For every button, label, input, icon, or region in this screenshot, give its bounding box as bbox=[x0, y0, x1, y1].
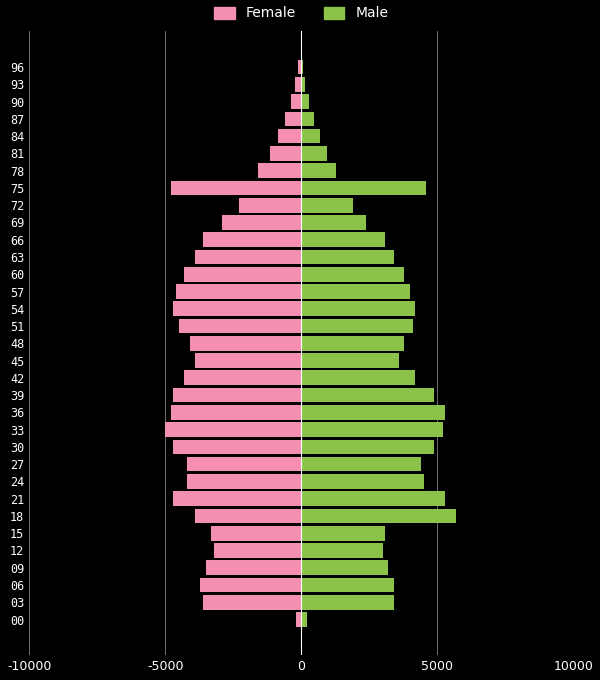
Bar bbox=[173, 492, 301, 506]
Bar bbox=[184, 267, 301, 282]
Bar bbox=[176, 284, 301, 299]
Bar bbox=[173, 388, 301, 403]
Bar bbox=[301, 474, 424, 489]
Bar bbox=[301, 198, 353, 213]
Bar bbox=[257, 163, 301, 178]
Bar bbox=[286, 112, 301, 126]
Bar bbox=[301, 146, 327, 160]
Bar bbox=[184, 371, 301, 385]
Bar bbox=[301, 129, 320, 143]
Bar bbox=[190, 336, 301, 351]
Bar bbox=[203, 233, 301, 247]
Bar bbox=[173, 301, 301, 316]
Bar bbox=[214, 543, 301, 558]
Bar bbox=[301, 371, 415, 385]
Bar bbox=[301, 284, 410, 299]
Bar bbox=[301, 250, 394, 265]
Bar bbox=[301, 509, 456, 524]
Bar bbox=[301, 267, 404, 282]
Bar bbox=[301, 457, 421, 471]
Bar bbox=[301, 492, 445, 506]
Bar bbox=[211, 526, 301, 541]
Bar bbox=[301, 95, 309, 109]
Bar bbox=[296, 612, 301, 627]
Bar bbox=[170, 181, 301, 195]
Bar bbox=[301, 560, 388, 575]
Bar bbox=[291, 95, 301, 109]
Bar bbox=[301, 595, 394, 609]
Bar bbox=[301, 405, 445, 420]
Bar bbox=[301, 77, 305, 92]
Legend: Female, Male: Female, Male bbox=[208, 1, 394, 26]
Bar bbox=[301, 526, 385, 541]
Bar bbox=[301, 215, 367, 230]
Bar bbox=[301, 439, 434, 454]
Bar bbox=[203, 595, 301, 609]
Bar bbox=[179, 319, 301, 333]
Bar bbox=[301, 336, 404, 351]
Bar bbox=[295, 77, 301, 92]
Bar bbox=[200, 577, 301, 592]
Bar bbox=[301, 163, 337, 178]
Bar bbox=[298, 60, 301, 74]
Bar bbox=[301, 577, 394, 592]
Bar bbox=[301, 543, 383, 558]
Bar bbox=[301, 60, 304, 74]
Bar bbox=[301, 301, 415, 316]
Bar bbox=[270, 146, 301, 160]
Bar bbox=[278, 129, 301, 143]
Bar bbox=[173, 439, 301, 454]
Bar bbox=[301, 319, 413, 333]
Bar bbox=[195, 353, 301, 368]
Bar bbox=[187, 474, 301, 489]
Bar bbox=[301, 388, 434, 403]
Bar bbox=[222, 215, 301, 230]
Bar bbox=[301, 353, 399, 368]
Bar bbox=[301, 181, 426, 195]
Bar bbox=[170, 405, 301, 420]
Bar bbox=[195, 509, 301, 524]
Bar bbox=[301, 233, 385, 247]
Bar bbox=[301, 112, 314, 126]
Bar bbox=[239, 198, 301, 213]
Bar bbox=[206, 560, 301, 575]
Bar bbox=[195, 250, 301, 265]
Bar bbox=[301, 612, 307, 627]
Bar bbox=[301, 422, 443, 437]
Bar bbox=[165, 422, 301, 437]
Bar bbox=[187, 457, 301, 471]
